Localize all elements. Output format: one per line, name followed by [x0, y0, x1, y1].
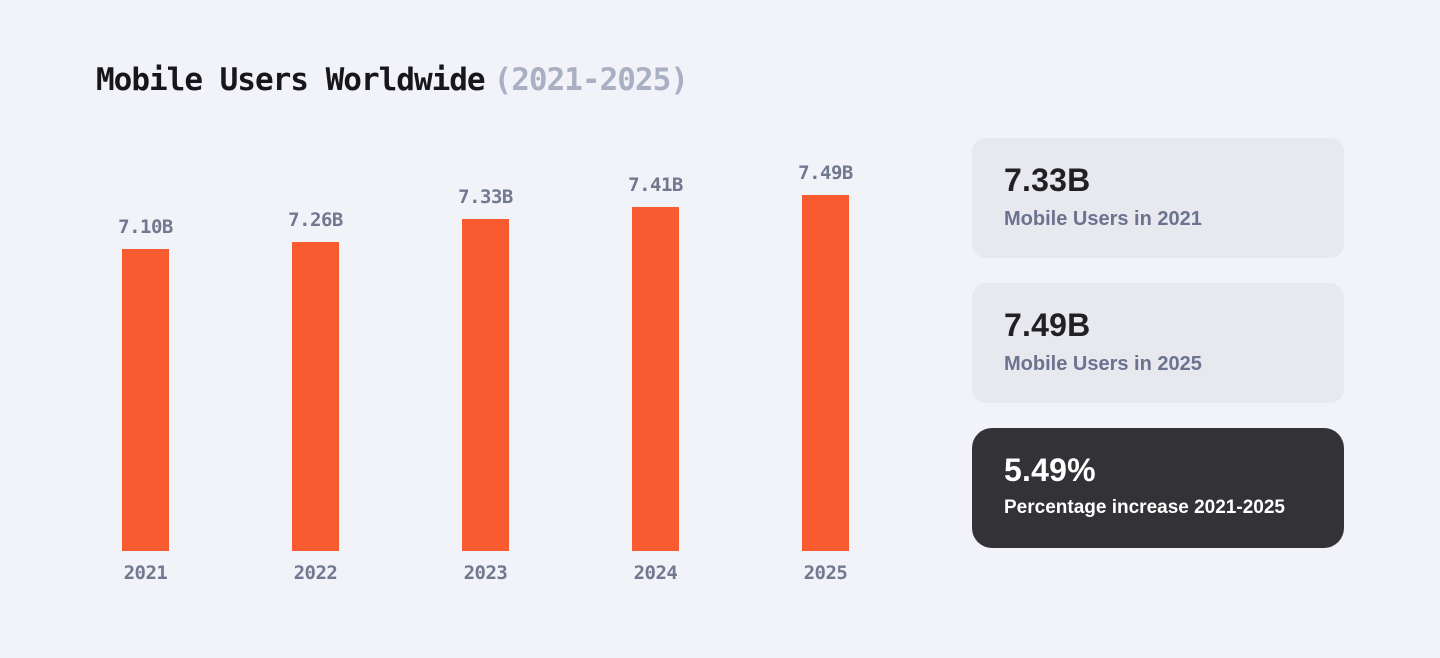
bar-value-label: 7.26B	[288, 209, 343, 231]
bar-value-label: 7.33B	[458, 186, 513, 208]
page-title: Mobile Users Worldwide (2021-2025)	[96, 62, 689, 98]
bar-group-2024: 7.41B 2024	[628, 176, 683, 583]
stat-card: 7.33B Mobile Users in 2021	[972, 138, 1344, 258]
stat-card: 7.49B Mobile Users in 2025	[972, 283, 1344, 403]
stat-value: 7.49B	[1004, 307, 1091, 343]
bar-group-2021: 7.10B 2021	[118, 218, 173, 583]
stat-label: Percentage increase 2021-2025	[1004, 496, 1285, 518]
x-axis-label: 2022	[293, 562, 338, 584]
bar-2024	[632, 207, 679, 551]
bar-group-2023: 7.33B 2023	[458, 188, 513, 583]
x-axis-label: 2025	[803, 562, 848, 584]
stat-label: Mobile Users in 2025	[1004, 352, 1202, 375]
page-title-range: (2021-2025)	[493, 62, 689, 98]
stat-card: 5.49% Percentage increase 2021-2025	[972, 428, 1344, 548]
x-axis-label: 2021	[123, 562, 168, 584]
bar-value-label: 7.10B	[118, 216, 173, 238]
bar-group-2022: 7.26B 2022	[288, 211, 343, 583]
stat-label: Mobile Users in 2021	[1004, 207, 1202, 230]
bar-2025	[802, 195, 849, 551]
page-title-main: Mobile Users Worldwide	[96, 62, 486, 98]
x-axis-label: 2023	[463, 562, 508, 584]
stat-value: 7.33B	[1004, 162, 1091, 198]
bar-value-label: 7.49B	[798, 162, 853, 184]
bar-2021	[122, 249, 169, 551]
stat-value: 5.49%	[1004, 452, 1096, 488]
x-axis-label: 2024	[633, 562, 678, 584]
bar-value-label: 7.41B	[628, 174, 683, 196]
bar-2023	[462, 219, 509, 551]
bar-2022	[292, 242, 339, 551]
bar-group-2025: 7.49B 2025	[798, 164, 853, 583]
stat-cards: 7.33B Mobile Users in 2021 7.49B Mobile Use…	[972, 138, 1344, 548]
